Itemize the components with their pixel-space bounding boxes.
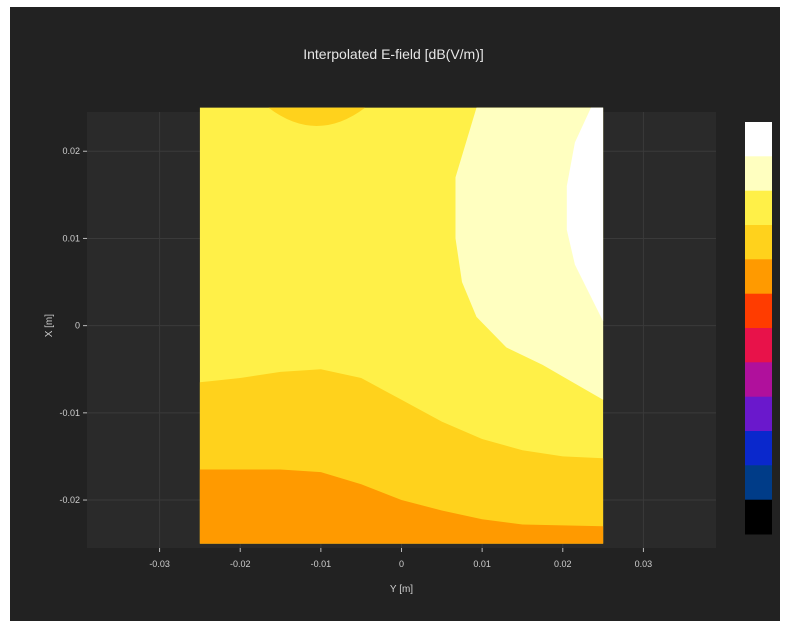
x-tick-label: 0.01 [473,559,491,569]
colorbar-segment [745,190,772,226]
contour-level-5 [199,469,604,544]
chart-title: Interpolated E-field [dB(V/m)] [303,46,484,62]
colorbar-segment [745,328,772,363]
y-tick-label: -0.02 [59,495,80,505]
x-tick-label: -0.03 [149,559,170,569]
colorbar-segment [745,396,772,432]
colorbar-segment [745,499,772,535]
x-tick-label: 0 [399,559,404,569]
colorbar-segment [745,293,772,329]
x-axis-label: Y [m] [390,584,413,595]
contour-level-1 [566,107,604,322]
colorbar-segment [745,225,772,260]
colorbar-segment [745,465,772,501]
y-axis-label: X [m] [44,314,55,338]
x-tick-label: -0.01 [311,559,332,569]
colorbar-segment [745,156,772,192]
colorbar-segment [745,362,772,398]
x-tick-label: 0.02 [554,559,572,569]
y-tick-label: 0.02 [62,146,80,156]
contour-level-2 [455,107,604,400]
contour-top-patch [268,107,366,126]
y-tick-label: 0 [75,321,80,331]
x-tick-label: 0.03 [635,559,653,569]
colorbar-segment [745,431,772,466]
x-tick-label: -0.02 [230,559,251,569]
colorbar-segment [745,259,772,295]
colorbar-segment [745,122,772,157]
y-tick-label: -0.01 [59,408,80,418]
y-tick-label: 0.01 [62,233,80,243]
